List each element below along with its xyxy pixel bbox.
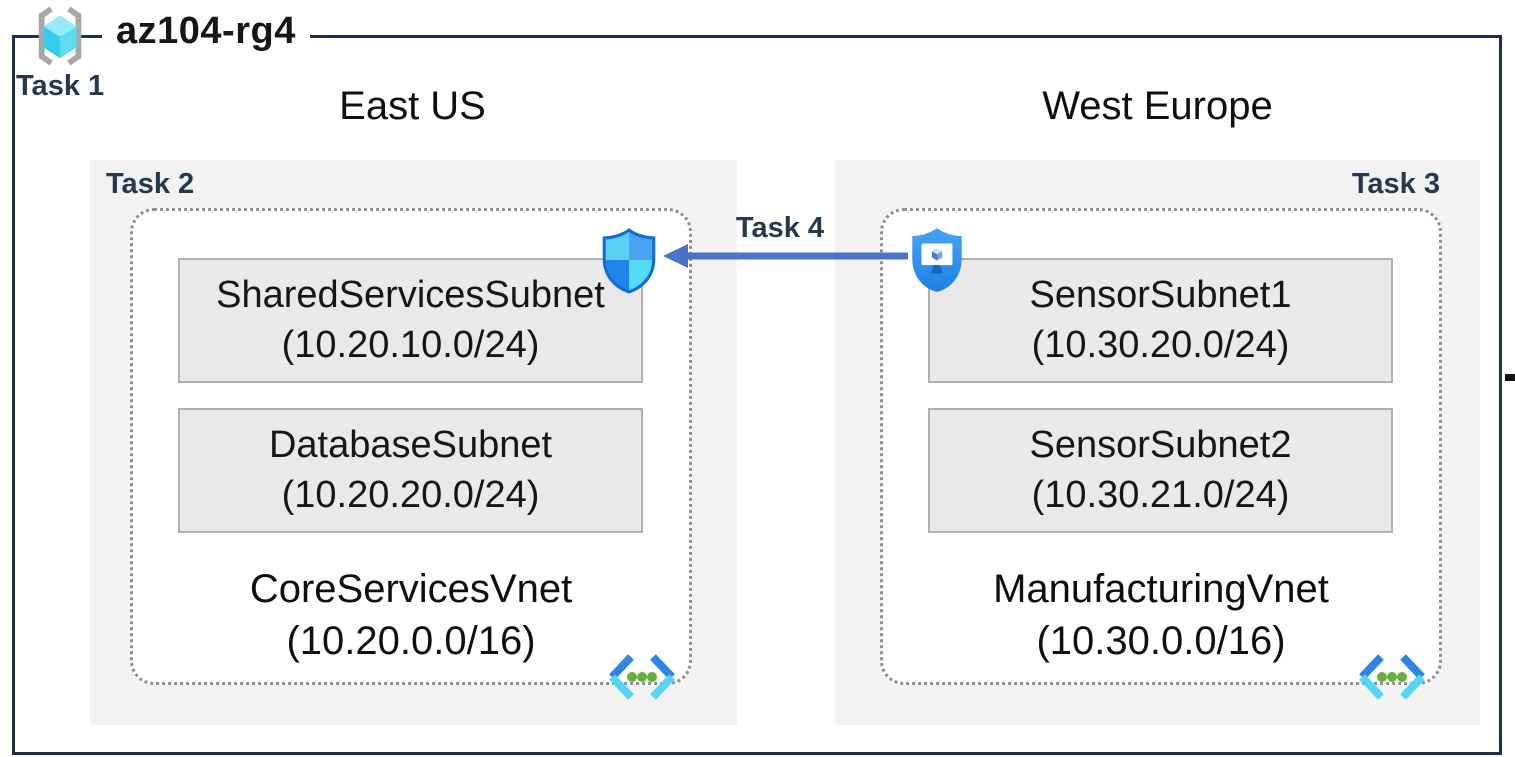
subnet-box-sharedservices: SharedServicesSubnet (10.20.10.0/24) — [178, 258, 643, 383]
vnet-cidr: (10.20.0.0/16) — [286, 619, 536, 663]
subnet-cidr: (10.30.21.0/24) — [1031, 473, 1290, 516]
subnet-box-sensor2: SensorSubnet2 (10.30.21.0/24) — [928, 408, 1393, 533]
subnet-name: SensorSubnet1 — [1029, 274, 1292, 317]
virtual-network-icon — [609, 654, 675, 700]
virtual-network-icon — [1359, 654, 1425, 700]
task2-label: Task 2 — [106, 168, 195, 200]
resource-group-title: az104-rg4 — [102, 10, 310, 53]
peering-arrow — [663, 244, 908, 268]
vnet-name: ManufacturingVnet — [993, 567, 1329, 611]
task3-label: Task 3 — [1351, 168, 1440, 200]
subnet-name: SensorSubnet2 — [1029, 424, 1292, 467]
network-security-shield-icon — [602, 228, 656, 294]
task1-label: Task 1 — [16, 70, 105, 102]
resource-group-border — [12, 35, 1502, 755]
region-panel-west-europe: Task 3 SensorSubnet1 (10.30.20.0/24) Sen… — [835, 160, 1480, 725]
vnet-label-coreservices: CoreServicesVnet (10.20.0.0/16) — [133, 563, 689, 667]
vnet-cidr: (10.30.0.0/16) — [1036, 619, 1286, 663]
vnet-label-manufacturing: ManufacturingVnet (10.30.0.0/16) — [883, 563, 1439, 667]
task4-label: Task 4 — [735, 212, 825, 244]
vnet-box-coreservices: SharedServicesSubnet (10.20.10.0/24) Dat… — [130, 208, 692, 700]
region-label-west-europe: West Europe — [1042, 84, 1273, 128]
vnet-name: CoreServicesVnet — [249, 567, 573, 611]
subnet-name: SharedServicesSubnet — [216, 274, 605, 317]
vnet-box-manufacturing: SensorSubnet1 (10.30.20.0/24) SensorSubn… — [880, 208, 1442, 700]
connector-stub — [1505, 374, 1515, 381]
bastion-host-icon — [912, 228, 962, 292]
subnet-cidr: (10.20.10.0/24) — [281, 323, 540, 366]
subnet-box-sensor1: SensorSubnet1 (10.30.20.0/24) — [928, 258, 1393, 383]
subnet-cidr: (10.30.20.0/24) — [1031, 323, 1290, 366]
subnet-box-database: DatabaseSubnet (10.20.20.0/24) — [178, 408, 643, 533]
region-panel-east-us: Task 2 SharedServicesSubnet (10.20.10.0/… — [90, 160, 737, 725]
subnet-cidr: (10.20.20.0/24) — [281, 473, 540, 516]
resource-group-icon — [38, 6, 82, 66]
region-label-east-us: East US — [339, 84, 486, 128]
subnet-name: DatabaseSubnet — [268, 424, 553, 467]
